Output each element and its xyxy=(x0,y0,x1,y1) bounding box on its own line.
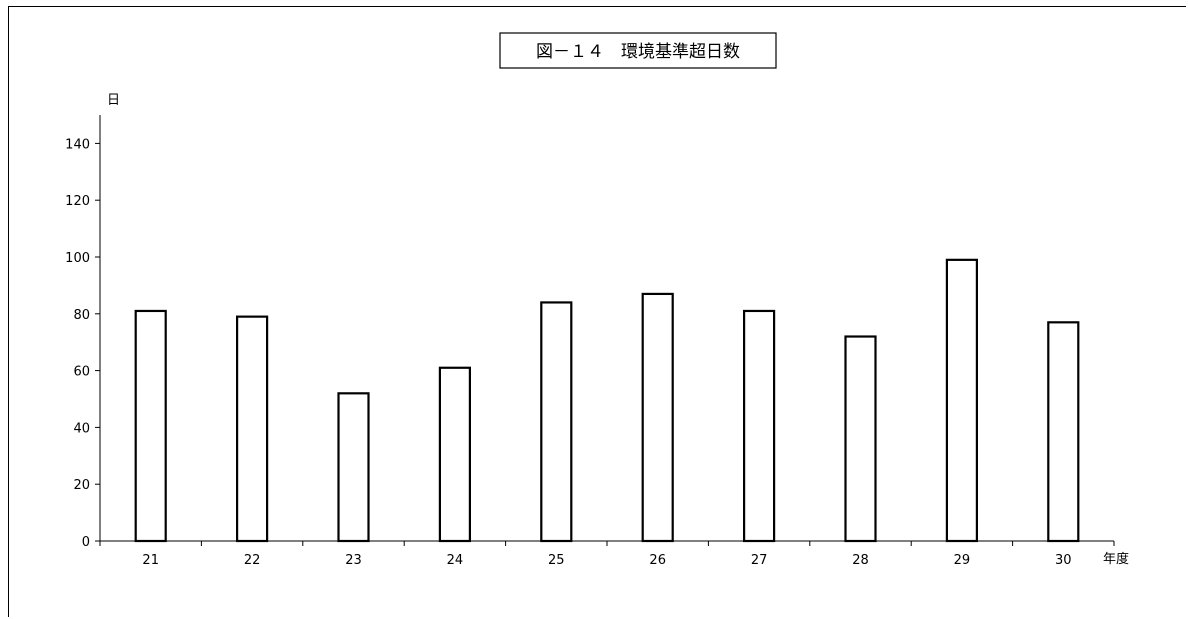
x-tick-label: 23 xyxy=(345,553,362,568)
bar xyxy=(134,309,167,543)
y-tick-label: 0 xyxy=(82,535,90,550)
x-tick-label: 26 xyxy=(649,553,666,568)
chart-title-box xyxy=(499,32,777,69)
y-tick-label: 40 xyxy=(73,421,90,436)
bars-group xyxy=(134,258,1080,543)
y-axis: 0 20 40 60 80 100 120 140 xyxy=(65,115,101,550)
bar xyxy=(1047,321,1080,543)
bar xyxy=(945,258,979,543)
x-tick-label: 22 xyxy=(244,553,261,568)
chart-frame xyxy=(8,6,1186,617)
x-tick-label: 28 xyxy=(852,553,869,568)
x-tick-label: 30 xyxy=(1055,553,1072,568)
y-axis-unit-label: 日 xyxy=(107,93,120,108)
y-tick-label: 20 xyxy=(73,478,90,493)
bar xyxy=(337,392,370,543)
x-tick-label: 24 xyxy=(447,553,464,568)
y-tick-label: 60 xyxy=(73,365,90,380)
x-tick-label: 29 xyxy=(954,553,971,568)
y-tick-label: 100 xyxy=(65,251,90,266)
x-axis: 21 22 23 24 25 26 27 28 29 30 xyxy=(99,540,1115,568)
bar xyxy=(540,301,573,543)
bar xyxy=(236,315,269,543)
y-tick-label: 120 xyxy=(65,194,90,209)
y-tick-label: 80 xyxy=(73,308,90,323)
chart-title-group: 図－１４ 環境基準超日数 xyxy=(499,32,777,69)
chart-title: 図－１４ 環境基準超日数 xyxy=(536,42,740,62)
bar xyxy=(844,335,877,543)
bar xyxy=(641,292,674,543)
x-tick-label: 25 xyxy=(548,553,565,568)
bar xyxy=(742,309,776,543)
x-tick-label: 21 xyxy=(142,553,159,568)
bar xyxy=(438,366,471,543)
y-tick-label: 140 xyxy=(65,137,90,152)
x-tick-label: 27 xyxy=(751,553,768,568)
x-axis-unit-label: 年度 xyxy=(1103,551,1129,567)
